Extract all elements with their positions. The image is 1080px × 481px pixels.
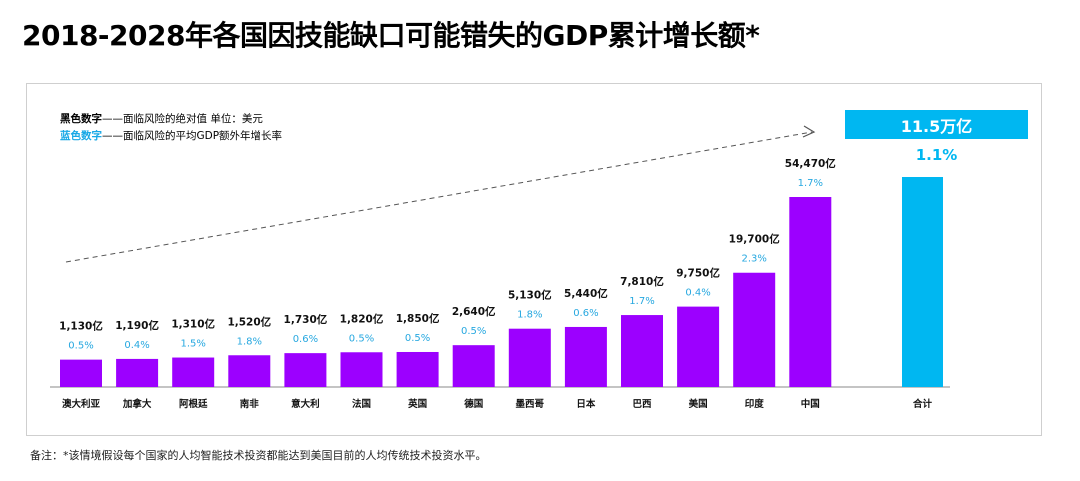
bar [452,345,495,387]
bar-value-label: 7,810亿 [620,275,664,288]
bar-growth-label: 1.5% [180,339,205,350]
x-tick-label: 日本 [576,398,596,410]
bar-value-label: 2,640亿 [452,305,496,318]
footnote: 备注：*该情境假设每个国家的人均智能技术投资都能达到美国目前的人均传统技术投资水… [30,449,487,462]
bar-value-label: 1,730亿 [284,313,328,326]
legend-black-key: 黑色数字 [60,113,102,125]
bar [733,272,776,387]
x-tick-label: 意大利 [291,398,320,410]
x-tick-label: 阿根廷 [179,398,208,410]
bar [508,328,551,387]
total-growth-label: 1.1% [915,146,958,164]
legend-black: 黑色数字——面临风险的绝对值 单位：美元 [60,111,263,126]
x-tick-label: 澳大利亚 [62,398,101,410]
bar-growth-label: 0.5% [349,333,374,344]
bar-growth-label: 2.3% [741,254,766,265]
bar-value-label: 19,700亿 [729,233,781,246]
bar-growth-label: 1.8% [237,336,262,347]
total-value-box: 11.5万亿 [845,110,1028,139]
x-tick-label: 英国 [408,398,427,410]
x-tick-label: 印度 [745,398,765,410]
bar [116,358,159,387]
bar-value-label: 1,190亿 [115,319,159,332]
legend-blue: 蓝色数字——面临风险的平均GDP额外年增长率 [60,128,282,143]
bar [789,197,832,387]
bar-growth-label: 0.4% [685,288,710,299]
bar-value-label: 1,130亿 [59,320,103,333]
x-tick-label: 法国 [352,398,371,410]
x-tick-label: 中国 [801,398,820,410]
total-tick-label: 合计 [913,398,933,410]
bar [172,357,215,387]
bar [340,352,383,387]
trend-arrow-line [65,131,813,263]
bar [564,326,607,387]
chart-title: 2018-2028年各国因技能缺口可能错失的GDP累计增长额* [22,19,760,52]
legend-blue-key: 蓝色数字 [60,130,102,142]
bar-value-label: 1,520亿 [227,315,271,328]
bar-growth-label: 1.7% [629,296,654,307]
x-tick-label: 巴西 [632,399,652,410]
bar [284,353,327,387]
bar-growth-label: 1.7% [798,178,823,189]
x-tick-label: 加拿大 [122,398,152,410]
bar-growth-label: 0.4% [124,340,149,351]
bar [677,306,720,387]
bar [396,351,439,387]
bar [60,359,102,387]
bar-value-label: 5,130亿 [508,289,552,302]
bar-growth-label: 1.8% [517,310,542,321]
bar-value-label: 9,750亿 [676,267,720,280]
bar-growth-label: 0.6% [573,308,598,319]
bar [621,315,663,387]
legend-blue-desc: ——面临风险的平均GDP额外年增长率 [102,130,283,142]
bar-growth-label: 0.5% [405,333,430,344]
trend-arrow-head [802,125,816,138]
chart-frame [26,83,1042,436]
bar-value-label: 1,820亿 [340,312,384,325]
bar-growth-label: 0.6% [293,334,318,345]
x-tick-label: 德国 [464,398,483,410]
total-bar [902,177,943,387]
x-tick-label: 墨西哥 [516,399,545,410]
bar-value-label: 5,440亿 [564,287,608,300]
bar-growth-label: 0.5% [461,326,486,337]
bar-value-label: 1,850亿 [396,312,440,325]
legend-black-desc: ——面临风险的绝对值 单位：美元 [102,113,263,125]
x-tick-label: 美国 [688,398,708,410]
bar-value-label: 54,470亿 [785,157,837,170]
bar-value-label: 1,310亿 [171,318,215,331]
bar [228,355,271,387]
bar-growth-label: 0.5% [68,341,93,352]
x-tick-label: 南非 [240,398,260,410]
